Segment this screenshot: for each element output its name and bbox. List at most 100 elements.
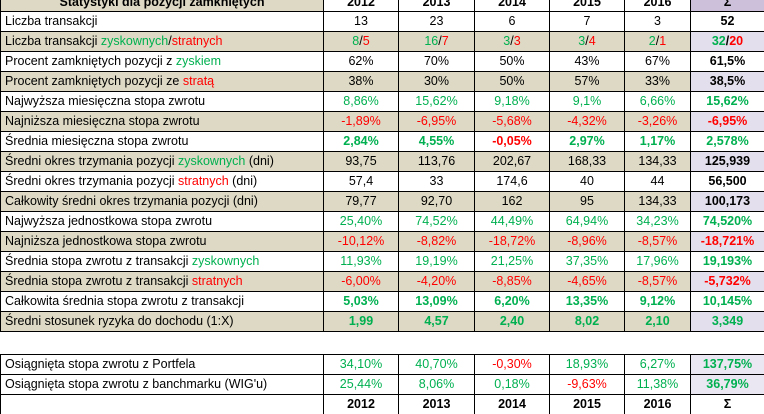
text-fragment: -6,95% — [708, 114, 748, 128]
value-cell: 13,09% — [399, 292, 475, 312]
row-label: Średnia stopa zwrotu z transakcji zyskow… — [1, 252, 324, 272]
year-footer: 2012 — [324, 395, 399, 414]
text-fragment: Całkowity średni okres trzymania pozycji… — [5, 194, 258, 208]
sum-cell: 137,75% — [691, 355, 764, 375]
text-fragment: Średni okres trzymania pozycji — [5, 174, 178, 188]
row-label: Liczba transakcji — [1, 12, 324, 32]
text-fragment: Osiągnięta stopa zwrotu z banchmarku (WI… — [5, 377, 267, 391]
text-fragment: Liczba transakcji — [5, 14, 97, 28]
text-fragment: Najwyższa miesięczna stopa zwrotu — [5, 94, 205, 108]
spacer-cell — [550, 332, 625, 355]
value-cell: 202,67 — [475, 152, 550, 172]
text-fragment: -0,30% — [492, 357, 532, 371]
text-fragment: -0,05% — [492, 134, 532, 148]
header-row: Statystyki dla pozycji zamkniętych 2012 … — [1, 0, 764, 12]
year-header: 2016 — [625, 0, 691, 12]
text-fragment: 1,99 — [349, 314, 373, 328]
text-fragment: 95 — [580, 194, 594, 208]
text-fragment: Średni stosunek ryzyka do dochodu (1:X) — [5, 314, 234, 328]
value-cell: 92,70 — [399, 192, 475, 212]
return-row: Osiągnięta stopa zwrotu z banchmarku (WI… — [1, 375, 764, 395]
text-fragment: -5,68% — [492, 114, 532, 128]
row-label: Najwyższa miesięczna stopa zwrotu — [1, 92, 324, 112]
table-row: Najniższa jednostkowa stopa zwrotu-10,12… — [1, 232, 764, 252]
value-cell: -8,85% — [475, 272, 550, 292]
value-cell: -1,89% — [324, 112, 399, 132]
text-fragment: 8,02 — [575, 314, 599, 328]
value-cell: 162 — [475, 192, 550, 212]
value-cell: 93,75 — [324, 152, 399, 172]
text-fragment: -8,57% — [638, 234, 678, 248]
value-cell: 2,10 — [625, 312, 691, 332]
value-cell: 15,62% — [399, 92, 475, 112]
value-cell: 1,17% — [625, 132, 691, 152]
value-cell: -4,32% — [550, 112, 625, 132]
text-fragment: 6,66% — [640, 94, 675, 108]
text-fragment: zyskownych — [178, 154, 245, 168]
table-row: Średnia stopa zwrotu z transakcji stratn… — [1, 272, 764, 292]
text-fragment: 40 — [580, 174, 594, 188]
text-fragment: -6,95% — [417, 114, 457, 128]
text-fragment: 18,93% — [566, 357, 608, 371]
value-cell: -8,57% — [625, 272, 691, 292]
value-cell: 37,35% — [550, 252, 625, 272]
text-fragment: 93,75 — [345, 154, 376, 168]
value-cell: 6,66% — [625, 92, 691, 112]
row-label: Średni okres trzymania pozycji stratnych… — [1, 172, 324, 192]
row-label: Średnia miesięczna stopa zwrotu — [1, 132, 324, 152]
text-fragment: 64,94% — [566, 214, 608, 228]
table-row: Całkowity średni okres trzymania pozycji… — [1, 192, 764, 212]
value-cell: 64,94% — [550, 212, 625, 232]
text-fragment: 6,27% — [640, 357, 675, 371]
value-cell: 30% — [399, 72, 475, 92]
value-cell: 13,35% — [550, 292, 625, 312]
text-fragment: 5 — [363, 34, 370, 48]
text-fragment: (dni) — [229, 174, 257, 188]
row-label: Całkowita średnia stopa zwrotu z transak… — [1, 292, 324, 312]
sum-header: Σ — [691, 0, 764, 12]
text-fragment: -18,721% — [701, 234, 755, 248]
text-fragment: 57% — [574, 74, 599, 88]
text-fragment: -9,63% — [567, 377, 607, 391]
text-fragment: -6,00% — [341, 274, 381, 288]
value-cell: 50% — [475, 72, 550, 92]
row-label: Średni okres trzymania pozycji zyskownyc… — [1, 152, 324, 172]
text-fragment: 43% — [574, 54, 599, 68]
text-fragment: 1,17% — [640, 134, 675, 148]
value-cell: 25,44% — [324, 375, 399, 395]
text-fragment: 67% — [645, 54, 670, 68]
value-cell: 4,57 — [399, 312, 475, 332]
text-fragment: 36,79% — [706, 377, 748, 391]
text-fragment: 134,33 — [638, 194, 676, 208]
text-fragment: 13,35% — [566, 294, 608, 308]
text-fragment: -8,82% — [417, 234, 457, 248]
text-fragment: stratnych — [172, 34, 223, 48]
value-cell: 8,02 — [550, 312, 625, 332]
row-label: Średni stosunek ryzyka do dochodu (1:X) — [1, 312, 324, 332]
value-cell: 74,52% — [399, 212, 475, 232]
value-cell: 33% — [625, 72, 691, 92]
year-footer: 2016 — [625, 395, 691, 414]
value-cell: 23 — [399, 12, 475, 32]
value-cell: 34,23% — [625, 212, 691, 232]
value-cell: 2,40 — [475, 312, 550, 332]
spacer-cell — [625, 332, 691, 355]
value-cell: 134,33 — [625, 192, 691, 212]
text-fragment: 40,70% — [415, 357, 457, 371]
spacer-cell — [1, 332, 324, 355]
table-title: Statystyki dla pozycji zamkniętych — [1, 0, 324, 12]
text-fragment: -1,89% — [341, 114, 381, 128]
value-cell: 8,06% — [399, 375, 475, 395]
value-cell: 62% — [324, 52, 399, 72]
text-fragment: 50% — [499, 74, 524, 88]
text-fragment: 9,18% — [494, 94, 529, 108]
text-fragment: 19,19% — [415, 254, 457, 268]
value-cell: 79,77 — [324, 192, 399, 212]
text-fragment: 4 — [589, 34, 596, 48]
value-cell: -0,30% — [475, 355, 550, 375]
value-cell: 6 — [475, 12, 550, 32]
text-fragment: 134,33 — [638, 154, 676, 168]
year-footer: 2013 — [399, 395, 475, 414]
